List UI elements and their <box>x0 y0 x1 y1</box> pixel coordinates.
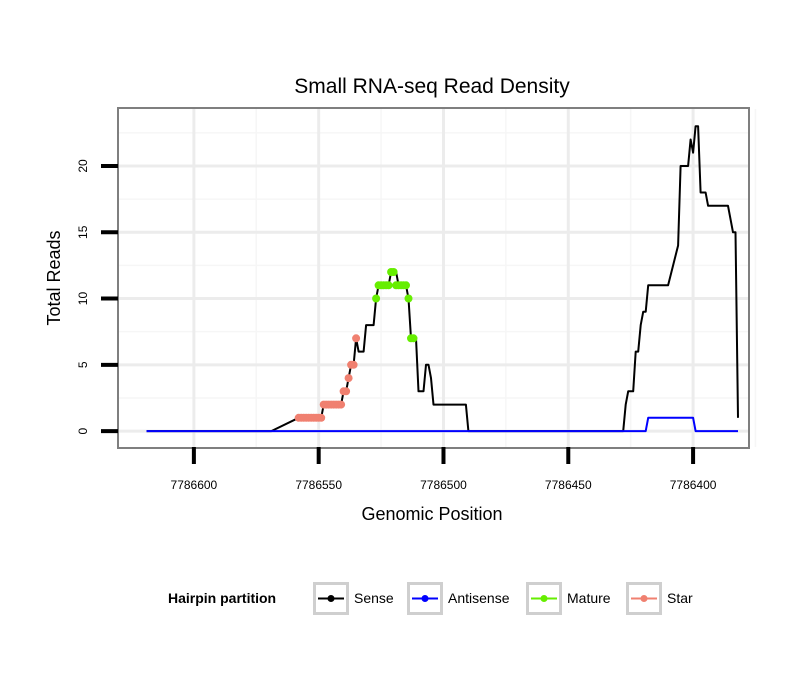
x-tick-label: 7786400 <box>670 478 717 492</box>
legend: Hairpin partition Sense Antisense Mature St… <box>168 582 693 615</box>
star-data-point <box>349 360 358 369</box>
legend-swatch-point-sense <box>327 595 335 602</box>
mature-data-point <box>372 294 381 303</box>
x-tick-label: 7786550 <box>295 478 342 492</box>
axis-ticks: 7786600 7786550 7786500 7786450 7786400 0 5 10 1… <box>76 159 717 492</box>
antisense-series-line <box>146 416 738 433</box>
mature-data-point <box>404 294 413 303</box>
legend-label-antisense: Antisense <box>448 590 510 606</box>
plot-panel-border <box>117 107 750 449</box>
mature-data-point <box>409 334 418 343</box>
legend-title: Hairpin partition <box>168 590 276 606</box>
legend-entries: Sense Antisense Mature Star <box>313 582 693 615</box>
legend-swatch-point-star <box>640 595 648 602</box>
mature-data-point <box>402 281 410 290</box>
legend-swatch-point-antisense <box>421 595 429 602</box>
star-data-point <box>352 334 361 343</box>
legend-label-mature: Mature <box>567 590 611 606</box>
legend-label-sense: Sense <box>354 590 394 606</box>
x-tick-label: 7786450 <box>545 478 592 492</box>
x-axis-title: Genomic Position <box>361 504 502 524</box>
series-layer <box>146 125 739 433</box>
y-tick-label: 10 <box>76 292 90 306</box>
y-axis-title: Total Reads <box>44 230 64 325</box>
y-tick-label: 15 <box>76 225 90 239</box>
star-data-point <box>342 387 351 396</box>
star-data-point <box>317 413 326 422</box>
mature-data-point <box>389 268 398 276</box>
y-tick-label: 20 <box>76 159 90 173</box>
x-tick-label: 7786600 <box>171 478 218 492</box>
mature-data-point <box>384 281 393 290</box>
y-tick-label: 5 <box>76 361 90 368</box>
star-data-point <box>337 400 346 409</box>
star-data-point <box>344 374 353 383</box>
y-tick-label: 0 <box>76 427 90 434</box>
grid-lines <box>119 109 757 447</box>
legend-swatch-point-mature <box>540 595 548 602</box>
legend-label-star: Star <box>667 590 693 606</box>
chart-title: Small RNA-seq Read Density <box>294 75 570 98</box>
x-tick-label: 7786500 <box>420 478 467 492</box>
